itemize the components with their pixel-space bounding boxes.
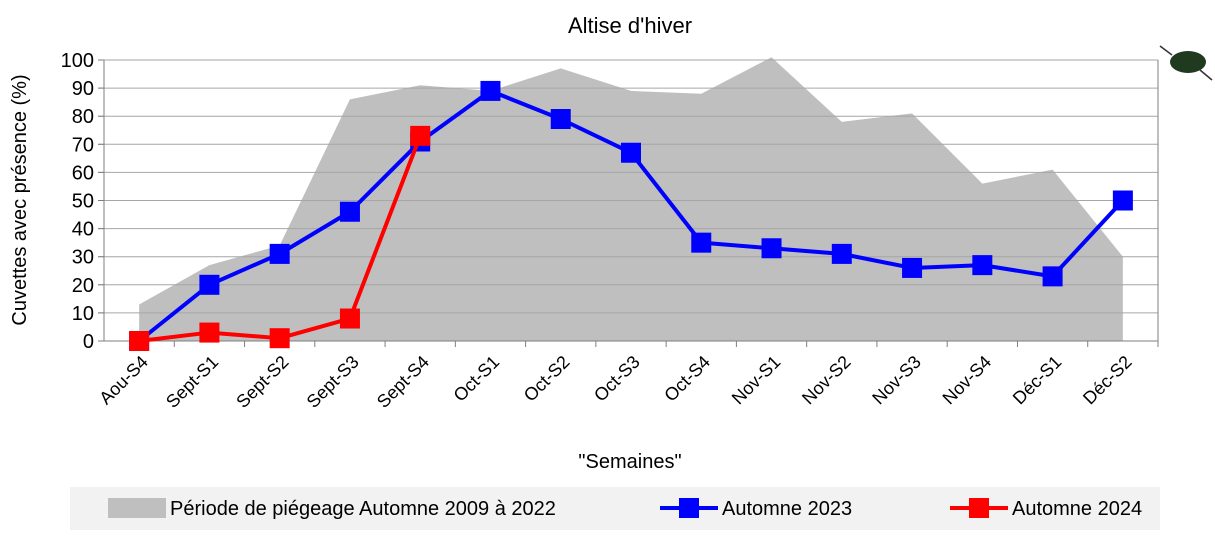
marker [972,255,992,275]
x-tick-label: Nov-S3 [868,352,925,409]
marker [691,233,711,253]
x-tick-label: Nov-S2 [798,352,855,409]
y-tick-label: 20 [72,275,94,297]
marker [551,109,571,129]
legend-swatch [969,498,989,518]
y-tick-label: 60 [72,162,94,184]
marker [340,202,360,222]
area [139,57,1123,341]
legend-label: Période de piégeage Automne 2009 à 2022 [170,498,556,520]
marker [199,323,219,343]
marker [902,258,922,278]
y-tick-label: 80 [72,106,94,128]
marker [480,81,500,101]
legend-label: Automne 2024 [1012,498,1142,520]
x-tick-label: Sept-S4 [373,352,433,412]
x-tick-label: Oct-S4 [660,352,714,406]
marker [270,328,290,348]
x-tick-label: Nov-S1 [728,352,785,409]
marker [199,275,219,295]
marker [340,309,360,329]
page: Altise d'hiver "Semaines" Cuvettes avec … [0,0,1215,537]
y-axis-label: Cuvettes avec présence (%) [9,74,31,325]
x-tick-label: Aou-S4 [95,352,152,409]
marker [410,126,430,146]
y-tick-label: 50 [72,191,94,213]
x-tick-label: Déc-S1 [1009,352,1066,409]
marker [1113,191,1133,211]
x-tick-label: Oct-S2 [520,352,574,406]
chart-title: Altise d'hiver [568,13,692,38]
y-tick-label: 40 [72,219,94,241]
marker [762,238,782,258]
y-tick-label: 70 [72,134,94,156]
marker [1043,266,1063,286]
x-tick-label: Sept-S3 [303,352,363,412]
beetle-icon [1160,46,1212,80]
y-tick-label: 30 [72,247,94,269]
y-tick-label: 0 [83,331,94,353]
x-tick-label: Sept-S2 [232,352,292,412]
marker [129,331,149,351]
legend-swatch [679,498,699,518]
x-tick-label: Nov-S4 [939,352,996,409]
marker [832,244,852,264]
y-tick-label: 90 [72,78,94,100]
x-tick-label: Oct-S3 [590,352,644,406]
x-tick-label: Sept-S1 [162,352,222,412]
marker [270,244,290,264]
marker [621,143,641,163]
y-tick-label: 100 [61,50,94,72]
y-tick-label: 10 [72,303,94,325]
x-axis-label: "Semaines" [578,451,681,473]
legend-swatch [108,498,166,518]
chart: Altise d'hiver "Semaines" Cuvettes avec … [0,0,1215,532]
x-tick-label: Déc-S2 [1079,352,1136,409]
x-tick-label: Oct-S1 [450,352,504,406]
legend-label: Automne 2023 [722,498,852,520]
